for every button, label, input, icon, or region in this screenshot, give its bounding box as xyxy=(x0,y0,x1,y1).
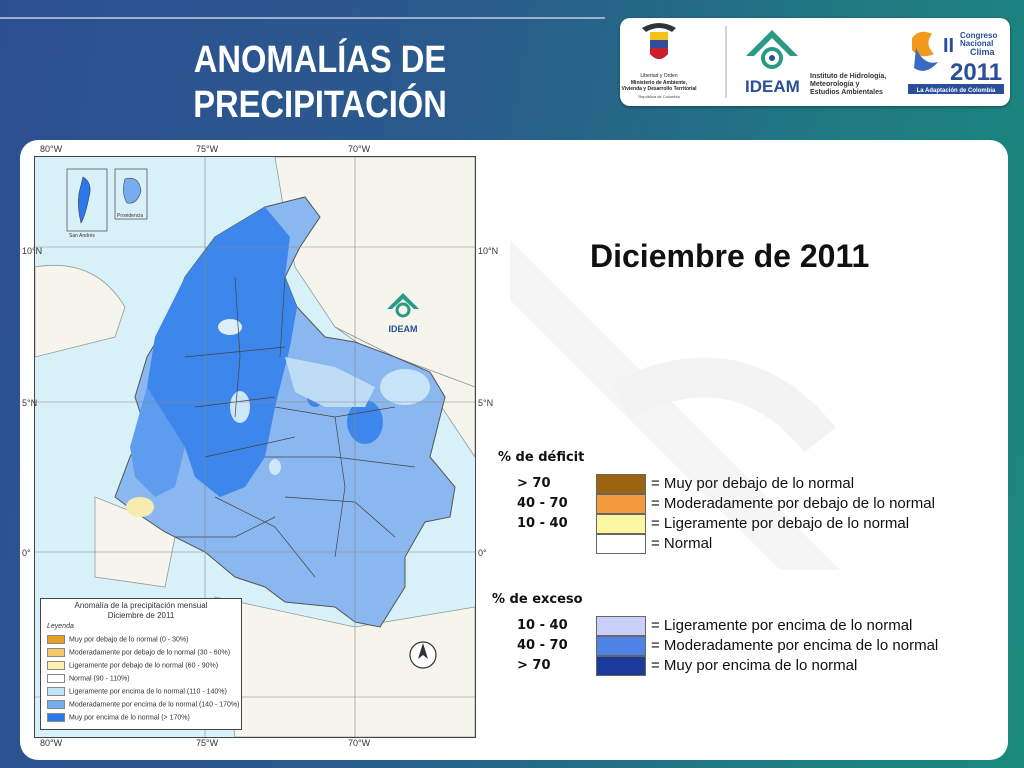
ministry-line-4: República de Colombia xyxy=(638,94,680,99)
map-legend-label-1: Moderadamente por debajo de lo normal (3… xyxy=(69,649,231,657)
deficit-range-2: 10 - 40 xyxy=(517,516,568,531)
map-legend-swatch-1 xyxy=(47,648,65,657)
map-legend-label-2: Ligeramente por debajo de lo normal (60 … xyxy=(69,662,219,670)
month-heading: Diciembre de 2011 xyxy=(590,238,870,274)
deficit-label-1: = Moderadamente por debajo de lo normal xyxy=(651,495,935,512)
congress-tagline-bar xyxy=(908,84,1004,94)
coord-bottom-1: 80°W xyxy=(40,738,63,748)
coord-left-2: 5°N xyxy=(22,398,38,408)
map-legend-row-5: Moderadamente por encima de lo normal (1… xyxy=(47,700,239,709)
coord-top-2: 75°W xyxy=(196,144,219,154)
coord-top-1: 80°W xyxy=(40,144,63,154)
map-legend-label-6: Muy por encima de lo normal (> 170%) xyxy=(69,714,190,722)
deficit-swatch-2 xyxy=(596,514,646,534)
congress-year: 2011 xyxy=(950,59,1002,86)
map-legend-header: Leyenda xyxy=(47,623,74,630)
excess-swatch-1 xyxy=(596,636,646,656)
map-legend-row-0: Muy por debajo de lo normal (0 - 30%) xyxy=(47,635,188,644)
map-legend-label-4: Ligeramente por encima de lo normal (110… xyxy=(69,688,227,696)
excess-range-2: > 70 xyxy=(517,658,551,673)
deficit-swatch-1 xyxy=(596,494,646,514)
map-legend-swatch-2 xyxy=(47,661,65,670)
deficit-swatch-0 xyxy=(596,474,646,494)
congress-line-3: Clima xyxy=(970,47,996,57)
deficit-header: % de déficit xyxy=(498,450,585,465)
title-line-2: PRECIPITACIÓN xyxy=(193,84,447,126)
deficit-swatch-3 xyxy=(596,534,646,554)
deficit-label-3: = Normal xyxy=(651,535,713,552)
map-watermark-text: IDEAM xyxy=(389,324,418,334)
ideam-logo-icon xyxy=(746,30,798,69)
map-legend: Anomalía de la precipitación mensual Dic… xyxy=(40,598,242,730)
ideam-name-3: Estudios Ambientales xyxy=(810,89,883,96)
map-legend-row-4: Ligeramente por encima de lo normal (110… xyxy=(47,687,227,696)
excess-swatch-0 xyxy=(596,616,646,636)
ministry-line-2: Ministerio de Ambiente, xyxy=(631,80,688,86)
excess-label-0: = Ligeramente por encima de lo normal xyxy=(651,617,913,634)
congress-line-2: Nacional xyxy=(960,39,993,48)
svg-text:II: II xyxy=(943,35,954,57)
map-legend-swatch-0 xyxy=(47,635,65,644)
excess-range-1: 40 - 70 xyxy=(517,638,568,653)
map-legend-label-0: Muy por debajo de lo normal (0 - 30%) xyxy=(69,636,189,644)
map-legend-title-2: Diciembre de 2011 xyxy=(107,611,175,620)
logos-art: Libertad y Orden Ministerio de Ambiente,… xyxy=(621,23,1004,99)
map-legend-row-6: Muy por encima de lo normal (> 170%) xyxy=(47,713,190,722)
logos-banner: Libertad y Orden Ministerio de Ambiente,… xyxy=(620,18,1010,106)
map-legend-swatch-4 xyxy=(47,687,65,696)
coord-left-1: 10°N xyxy=(22,246,43,256)
title-line-1: ANOMALÍAS DE xyxy=(193,39,447,81)
map-legend-title-1: Anomalía de la precipitación mensual xyxy=(74,601,208,610)
congress-line-1: Congreso xyxy=(960,31,997,40)
map-canvas: San Andrés Providencia IDEAM xyxy=(35,157,475,737)
coord-left-3: 0° xyxy=(22,548,31,558)
excess-swatch-2 xyxy=(596,656,646,676)
coord-right-1: 10°N xyxy=(478,246,499,256)
map-legend-label-5: Moderadamente por encima de lo normal (1… xyxy=(69,701,240,709)
congress-tagline: La Adaptación de Colombia xyxy=(917,88,996,94)
header-rule xyxy=(0,17,605,19)
ideam-name-1: Instituto de Hidrología, xyxy=(810,73,886,80)
excess-range-0: 10 - 40 xyxy=(517,618,568,633)
ideam-acronym: IDEAM xyxy=(745,77,800,96)
map-legend-swatch-5 xyxy=(47,700,65,709)
deficit-range-0: > 70 xyxy=(517,476,551,491)
inset-label-providencia: Providencia xyxy=(117,213,143,219)
map-legend-label-3: Normal (90 - 110%) xyxy=(69,675,130,683)
ideam-name-2: Meteorología y xyxy=(810,81,860,88)
ministry-line-3: Vivienda y Desarrollo Territorial xyxy=(621,86,697,92)
deficit-label-0: = Muy por debajo de lo normal xyxy=(651,475,855,492)
coord-bottom-3: 70°W xyxy=(348,738,371,748)
coat-of-arms-icon xyxy=(642,23,676,59)
coord-bottom-2: 75°W xyxy=(196,738,219,748)
excess-label-2: = Muy por encima de lo normal xyxy=(651,657,858,674)
coord-right-3: 0° xyxy=(478,548,487,558)
coord-top-3: 70°W xyxy=(348,144,371,154)
slide-title: ANOMALÍAS DE PRECIPITACIÓN xyxy=(174,38,466,128)
map-legend-swatch-6 xyxy=(47,713,65,722)
map-legend-row-2: Ligeramente por debajo de lo normal (60 … xyxy=(47,661,218,670)
north-arrow-icon xyxy=(409,641,437,669)
congress-logo-icon: II xyxy=(912,31,954,71)
map-legend-row-1: Moderadamente por debajo de lo normal (3… xyxy=(47,648,230,657)
card-watermark xyxy=(510,240,840,570)
map-legend-swatch-3 xyxy=(47,674,65,683)
excess-label-1: = Moderadamente por encima de lo normal xyxy=(651,637,939,654)
coord-right-2: 5°N xyxy=(478,398,494,408)
inset-label-san-andres: San Andrés xyxy=(69,233,95,239)
deficit-label-2: = Ligeramente por debajo de lo normal xyxy=(651,515,910,532)
ministry-line-1: Libertad y Orden xyxy=(640,73,677,79)
precipitation-map: San Andrés Providencia IDEAM xyxy=(34,156,476,738)
map-legend-row-3: Normal (90 - 110%) xyxy=(47,674,130,683)
deficit-range-1: 40 - 70 xyxy=(517,496,568,511)
ideam-map-logo-icon xyxy=(387,293,419,318)
excess-header: % de exceso xyxy=(492,592,583,607)
